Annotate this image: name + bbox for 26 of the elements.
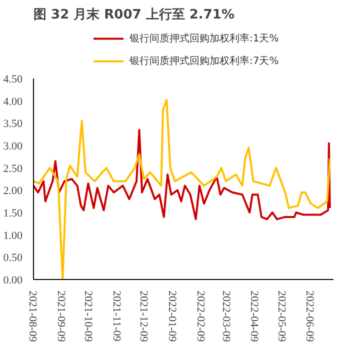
y-tick-label: 1.00 (3, 230, 23, 242)
line-series (34, 128, 331, 220)
y-tick-label: 4.50 (3, 74, 23, 86)
legend-label: 银行间质押式回购加权利率:7天% (128, 54, 279, 67)
line-series (34, 98, 331, 280)
x-tick-label: 2021-09-09 (54, 290, 67, 342)
y-tick-label: 2.50 (3, 162, 23, 175)
y-tick-label: 1.50 (3, 208, 23, 220)
x-tick-label: 2021-12-09 (138, 290, 150, 342)
y-tick-label: 2.00 (3, 185, 23, 198)
x-tick-label: 2022-01-09 (166, 290, 178, 342)
x-tick-label: 2022-04-09 (248, 290, 260, 342)
x-tick-label: 2021-08-09 (26, 290, 38, 342)
x-tick-label: 2022-05-09 (275, 290, 288, 342)
x-tick-label: 2022-06-09 (304, 290, 316, 342)
x-tick-label: 2022-02-09 (194, 290, 206, 342)
y-tick-label: 3.50 (3, 118, 23, 130)
y-tick-label: 3.00 (3, 140, 23, 152)
y-tick-label: 0.50 (3, 252, 23, 264)
x-tick-label: 2021-11-09 (110, 290, 122, 342)
legend-label: 银行间质押式回购加权利率:1天% (128, 32, 279, 44)
y-tick-label: 4.00 (3, 96, 23, 108)
y-tick-label: 0.00 (3, 274, 23, 286)
chart-title: 图 32 月末 R007 上行至 2.71% (34, 8, 234, 22)
x-tick-label: 2021-10-09 (82, 290, 94, 342)
x-tick-label: 2022-03-09 (220, 290, 232, 342)
